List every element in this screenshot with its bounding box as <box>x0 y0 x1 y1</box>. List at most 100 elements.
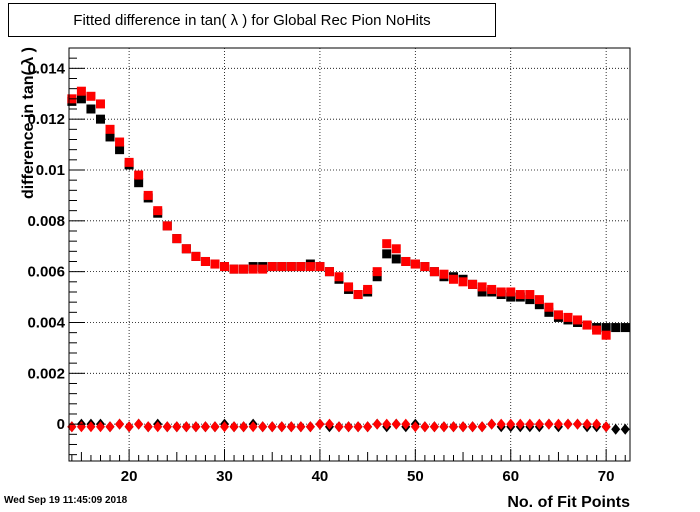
data-point-diamond <box>162 421 172 433</box>
data-point-diamond <box>172 421 182 433</box>
data-point-diamond <box>267 421 277 433</box>
data-point-diamond <box>429 421 439 433</box>
data-point-diamond <box>143 421 153 433</box>
data-point-square <box>86 104 96 114</box>
x-tick-label: 60 <box>502 468 519 485</box>
data-point-square <box>448 274 458 284</box>
data-point-diamond <box>315 418 325 430</box>
y-tick-label: 0.008 <box>27 213 65 230</box>
data-point-diamond <box>229 421 239 433</box>
data-point-square <box>525 290 535 300</box>
data-point-diamond <box>468 421 478 433</box>
data-point-square <box>458 277 468 287</box>
data-point-square <box>553 310 563 320</box>
data-point-diamond <box>592 418 602 430</box>
y-tick-label: 0.01 <box>36 162 65 179</box>
data-point-square <box>372 267 382 277</box>
data-point-diamond <box>191 421 201 433</box>
data-point-diamond <box>353 421 363 433</box>
data-point-diamond <box>544 418 554 430</box>
data-point-diamond <box>391 418 401 430</box>
data-point-square <box>105 132 115 142</box>
data-point-square <box>544 307 554 317</box>
data-point-diamond <box>534 418 544 430</box>
data-point-square <box>477 287 487 297</box>
data-point-diamond <box>515 418 525 430</box>
data-point-square <box>468 279 478 289</box>
y-tick-label: 0.006 <box>27 264 65 281</box>
data-point-diamond <box>296 421 306 433</box>
data-point-diamond <box>248 421 258 433</box>
data-point-diamond <box>477 421 487 433</box>
data-point-square <box>220 262 230 272</box>
data-point-square <box>382 249 392 259</box>
data-point-diamond <box>334 421 344 433</box>
data-point-diamond <box>372 418 382 430</box>
title-box: Fitted difference in tan( λ ) for Global… <box>8 3 496 37</box>
data-point-diamond <box>220 421 230 433</box>
data-point-diamond <box>134 418 144 430</box>
y-axis-label: difference in tan( λ ) <box>20 47 37 199</box>
data-point-square <box>267 262 277 272</box>
data-point-square <box>410 259 420 269</box>
data-point-square <box>162 221 172 231</box>
data-point-diamond <box>563 418 573 430</box>
data-point-square <box>315 262 325 272</box>
data-point-square <box>134 170 144 180</box>
y-tick-label: 0.014 <box>27 60 65 77</box>
data-point-diamond <box>496 418 506 430</box>
x-tick-label: 20 <box>121 468 138 485</box>
data-point-square <box>573 315 583 325</box>
data-point-square <box>515 290 525 300</box>
data-point-diamond <box>210 421 220 433</box>
data-point-square <box>534 300 544 310</box>
data-points <box>67 86 630 435</box>
data-point-square <box>229 264 239 274</box>
data-point-diamond <box>382 418 392 430</box>
data-point-square <box>391 254 401 264</box>
y-tick-label: 0.012 <box>27 111 65 128</box>
data-point-square <box>620 323 630 333</box>
data-point-square <box>210 259 220 269</box>
data-point-diamond <box>553 418 563 430</box>
data-point-square <box>363 284 373 294</box>
data-point-square <box>334 272 344 282</box>
timestamp: Wed Sep 19 11:45:09 2018 <box>4 495 128 506</box>
data-point-diamond <box>439 421 449 433</box>
data-point-diamond <box>105 421 115 433</box>
data-point-square <box>582 320 592 330</box>
data-point-square <box>477 282 487 292</box>
y-tick-label: 0.004 <box>27 314 65 331</box>
data-point-square <box>563 312 573 322</box>
data-point-diamond <box>525 418 535 430</box>
axes: 20 30 40 50 60 70 0 0.002 0.004 0.006 0.008 0.01 0.0… <box>27 47 626 485</box>
data-point-diamond <box>448 421 458 433</box>
data-point-square <box>76 86 86 96</box>
data-point-square <box>248 264 258 274</box>
data-point-diamond <box>363 421 373 433</box>
chart-title: Fitted difference in tan( λ ) for Global… <box>73 12 431 29</box>
x-axis-label: No. of Fit Points <box>507 494 630 511</box>
data-point-diamond <box>200 421 210 433</box>
data-point-diamond <box>410 421 420 433</box>
data-point-square <box>124 157 134 167</box>
data-point-diamond <box>286 421 296 433</box>
data-point-diamond <box>277 421 287 433</box>
data-point-diamond <box>324 418 334 430</box>
data-point-square <box>506 292 516 302</box>
data-point-square <box>105 124 115 134</box>
data-point-square <box>286 262 296 272</box>
data-point-diamond <box>153 421 163 433</box>
data-point-square <box>115 145 125 155</box>
data-point-diamond <box>95 421 105 433</box>
data-point-diamond <box>305 421 315 433</box>
data-point-diamond <box>344 421 354 433</box>
data-point-square <box>391 244 401 254</box>
data-point-square <box>239 264 249 274</box>
data-point-square <box>134 178 144 188</box>
data-point-diamond <box>620 423 630 435</box>
y-tick-label: 0.002 <box>27 365 65 382</box>
data-point-diamond <box>582 418 592 430</box>
data-point-diamond <box>573 418 583 430</box>
